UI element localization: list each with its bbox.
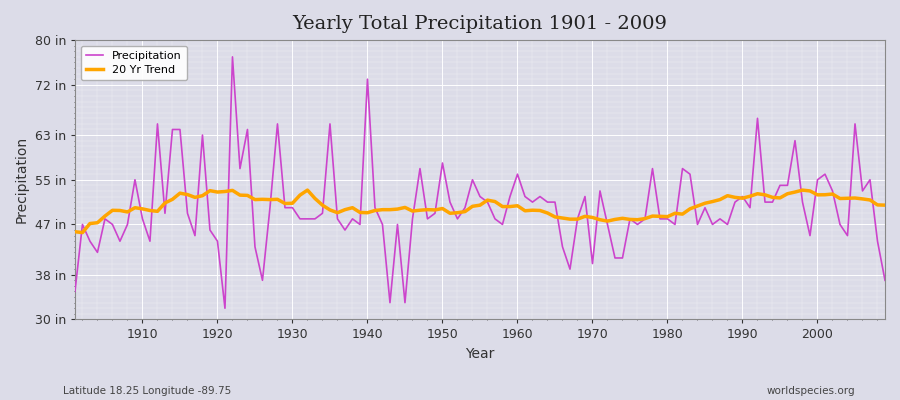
Text: Latitude 18.25 Longitude -89.75: Latitude 18.25 Longitude -89.75 (63, 386, 231, 396)
Line: 20 Yr Trend: 20 Yr Trend (75, 190, 885, 232)
Y-axis label: Precipitation: Precipitation (15, 136, 29, 223)
Precipitation (130, 177, 140, 182)
Precipitation (527, 200, 538, 204)
20 Yr Trend (617, 216, 628, 221)
20 Yr Trend (519, 208, 530, 213)
Precipitation (69, 289, 80, 294)
20 Yr Trend (77, 230, 88, 235)
Title: Yearly Total Precipitation 1901 - 2009: Yearly Total Precipitation 1901 - 2009 (292, 15, 668, 33)
X-axis label: Year: Year (465, 347, 495, 361)
Precipitation (310, 216, 320, 221)
Precipitation (617, 256, 628, 260)
Precipitation (355, 222, 365, 227)
20 Yr Trend (137, 206, 148, 211)
Text: worldspecies.org: worldspecies.org (767, 386, 855, 396)
Precipitation (227, 54, 238, 59)
Precipitation (879, 278, 890, 283)
20 Yr Trend (879, 203, 890, 208)
Precipitation (519, 194, 530, 199)
20 Yr Trend (355, 210, 365, 215)
Precipitation (220, 306, 230, 311)
Line: Precipitation: Precipitation (75, 57, 885, 308)
Legend: Precipitation, 20 Yr Trend: Precipitation, 20 Yr Trend (80, 46, 187, 80)
20 Yr Trend (302, 188, 313, 192)
20 Yr Trend (527, 208, 538, 213)
20 Yr Trend (310, 196, 320, 201)
20 Yr Trend (69, 229, 80, 234)
